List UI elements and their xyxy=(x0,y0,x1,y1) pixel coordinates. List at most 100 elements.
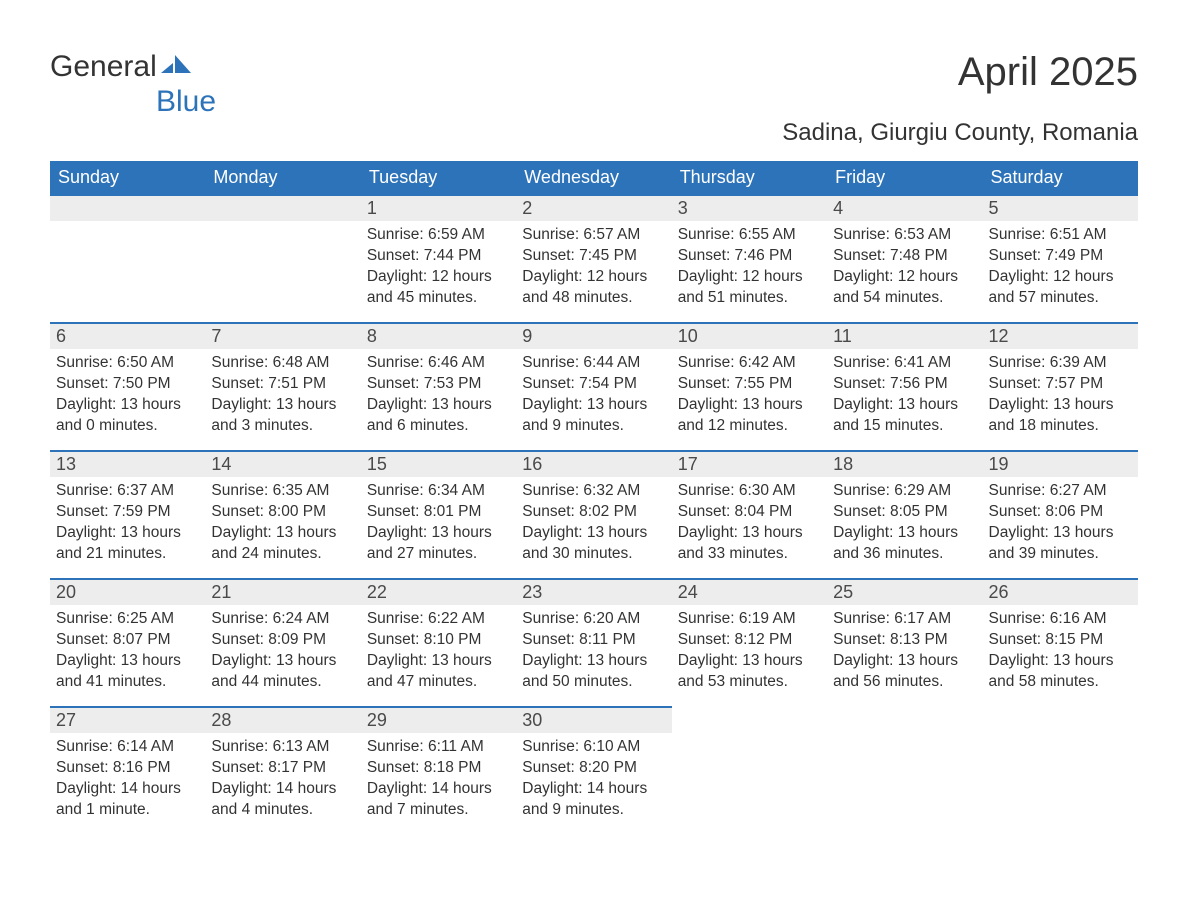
day-number: 23 xyxy=(516,580,671,605)
sunrise-text: Sunrise: 6:13 AM xyxy=(211,737,354,758)
daylight-text: Daylight: 12 hours and 45 minutes. xyxy=(367,267,510,309)
daylight-text: Daylight: 13 hours and 24 minutes. xyxy=(211,523,354,565)
sunset-text: Sunset: 8:16 PM xyxy=(56,758,199,779)
day-body: Sunrise: 6:29 AMSunset: 8:05 PMDaylight:… xyxy=(827,477,982,575)
sunrise-text: Sunrise: 6:46 AM xyxy=(367,353,510,374)
day-body-empty xyxy=(672,731,827,811)
calendar-cell: 18Sunrise: 6:29 AMSunset: 8:05 PMDayligh… xyxy=(827,450,982,578)
calendar-cell: 29Sunrise: 6:11 AMSunset: 8:18 PMDayligh… xyxy=(361,706,516,834)
sunrise-text: Sunrise: 6:16 AM xyxy=(989,609,1132,630)
sunset-text: Sunset: 7:48 PM xyxy=(833,246,976,267)
sunset-text: Sunset: 8:09 PM xyxy=(211,630,354,651)
day-body: Sunrise: 6:25 AMSunset: 8:07 PMDaylight:… xyxy=(50,605,205,703)
sunset-text: Sunset: 8:11 PM xyxy=(522,630,665,651)
day-number: 30 xyxy=(516,708,671,733)
sunset-text: Sunset: 7:59 PM xyxy=(56,502,199,523)
day-number: 14 xyxy=(205,452,360,477)
calendar-cell xyxy=(205,194,360,322)
day-number: 27 xyxy=(50,708,205,733)
day-body-empty xyxy=(50,221,205,301)
daylight-text: Daylight: 13 hours and 50 minutes. xyxy=(522,651,665,693)
sunrise-text: Sunrise: 6:17 AM xyxy=(833,609,976,630)
logo: General xyxy=(50,50,191,84)
calendar-cell: 17Sunrise: 6:30 AMSunset: 8:04 PMDayligh… xyxy=(672,450,827,578)
logo-word-1: General xyxy=(50,50,157,84)
daylight-text: Daylight: 12 hours and 57 minutes. xyxy=(989,267,1132,309)
sunset-text: Sunset: 7:45 PM xyxy=(522,246,665,267)
sunset-text: Sunset: 7:55 PM xyxy=(678,374,821,395)
calendar-cell: 30Sunrise: 6:10 AMSunset: 8:20 PMDayligh… xyxy=(516,706,671,834)
sunset-text: Sunset: 7:49 PM xyxy=(989,246,1132,267)
daylight-text: Daylight: 13 hours and 36 minutes. xyxy=(833,523,976,565)
calendar-week: 6Sunrise: 6:50 AMSunset: 7:50 PMDaylight… xyxy=(50,322,1138,450)
sunset-text: Sunset: 8:06 PM xyxy=(989,502,1132,523)
day-header: Sunday xyxy=(50,161,205,194)
sunset-text: Sunset: 8:05 PM xyxy=(833,502,976,523)
day-number: 19 xyxy=(983,452,1138,477)
daylight-text: Daylight: 14 hours and 1 minute. xyxy=(56,779,199,821)
day-body: Sunrise: 6:50 AMSunset: 7:50 PMDaylight:… xyxy=(50,349,205,447)
sunrise-text: Sunrise: 6:22 AM xyxy=(367,609,510,630)
sunrise-text: Sunrise: 6:27 AM xyxy=(989,481,1132,502)
calendar-cell: 6Sunrise: 6:50 AMSunset: 7:50 PMDaylight… xyxy=(50,322,205,450)
daylight-text: Daylight: 13 hours and 6 minutes. xyxy=(367,395,510,437)
sunset-text: Sunset: 8:02 PM xyxy=(522,502,665,523)
day-number: 26 xyxy=(983,580,1138,605)
sunset-text: Sunset: 8:13 PM xyxy=(833,630,976,651)
calendar-cell: 7Sunrise: 6:48 AMSunset: 7:51 PMDaylight… xyxy=(205,322,360,450)
calendar-cell: 16Sunrise: 6:32 AMSunset: 8:02 PMDayligh… xyxy=(516,450,671,578)
day-body: Sunrise: 6:22 AMSunset: 8:10 PMDaylight:… xyxy=(361,605,516,703)
sunset-text: Sunset: 7:56 PM xyxy=(833,374,976,395)
calendar-cell: 15Sunrise: 6:34 AMSunset: 8:01 PMDayligh… xyxy=(361,450,516,578)
calendar-cell: 12 Sunrise: 6:39 AMSunset: 7:57 PMDayligh… xyxy=(983,322,1138,450)
day-number-empty xyxy=(672,706,827,731)
calendar-cell: 13Sunrise: 6:37 AMSunset: 7:59 PMDayligh… xyxy=(50,450,205,578)
daylight-text: Daylight: 13 hours and 15 minutes. xyxy=(833,395,976,437)
daylight-text: Daylight: 13 hours and 3 minutes. xyxy=(211,395,354,437)
sunrise-text: Sunrise: 6:55 AM xyxy=(678,225,821,246)
calendar-cell: 8Sunrise: 6:46 AMSunset: 7:53 PMDaylight… xyxy=(361,322,516,450)
day-number: 15 xyxy=(361,452,516,477)
day-number: 20 xyxy=(50,580,205,605)
day-body: Sunrise: 6:53 AMSunset: 7:48 PMDaylight:… xyxy=(827,221,982,319)
day-body: Sunrise: 6:19 AMSunset: 8:12 PMDaylight:… xyxy=(672,605,827,703)
day-body: Sunrise: 6:10 AMSunset: 8:20 PMDaylight:… xyxy=(516,733,671,831)
daylight-text: Daylight: 13 hours and 53 minutes. xyxy=(678,651,821,693)
day-body: Sunrise: 6:55 AMSunset: 7:46 PMDaylight:… xyxy=(672,221,827,319)
day-number: 3 xyxy=(672,196,827,221)
day-number: 12 xyxy=(983,324,1138,349)
sunrise-text: Sunrise: 6:11 AM xyxy=(367,737,510,758)
day-number: 13 xyxy=(50,452,205,477)
day-number: 16 xyxy=(516,452,671,477)
sunrise-text: Sunrise: 6:53 AM xyxy=(833,225,976,246)
day-number: 18 xyxy=(827,452,982,477)
day-number: 29 xyxy=(361,708,516,733)
day-number: 8 xyxy=(361,324,516,349)
sunrise-text: Sunrise: 6:50 AM xyxy=(56,353,199,374)
sunrise-text: Sunrise: 6:10 AM xyxy=(522,737,665,758)
day-number: 21 xyxy=(205,580,360,605)
day-body: Sunrise: 6:14 AMSunset: 8:16 PMDaylight:… xyxy=(50,733,205,831)
daylight-text: Daylight: 13 hours and 18 minutes. xyxy=(989,395,1132,437)
sunrise-text: Sunrise: 6:48 AM xyxy=(211,353,354,374)
daylight-text: Daylight: 13 hours and 44 minutes. xyxy=(211,651,354,693)
day-body: Sunrise: 6:32 AMSunset: 8:02 PMDaylight:… xyxy=(516,477,671,575)
calendar-head: SundayMondayTuesdayWednesdayThursdayFrid… xyxy=(50,161,1138,194)
calendar-table: SundayMondayTuesdayWednesdayThursdayFrid… xyxy=(50,161,1138,834)
sunrise-text: Sunrise: 6:25 AM xyxy=(56,609,199,630)
daylight-text: Daylight: 13 hours and 0 minutes. xyxy=(56,395,199,437)
day-body-empty xyxy=(205,221,360,301)
sunrise-text: Sunrise: 6:51 AM xyxy=(989,225,1132,246)
day-body: Sunrise: 6:20 AMSunset: 8:11 PMDaylight:… xyxy=(516,605,671,703)
calendar-cell: 19Sunrise: 6:27 AMSunset: 8:06 PMDayligh… xyxy=(983,450,1138,578)
day-body: Sunrise: 6:48 AMSunset: 7:51 PMDaylight:… xyxy=(205,349,360,447)
sunrise-text: Sunrise: 6:39 AM xyxy=(989,353,1132,374)
daylight-text: Daylight: 13 hours and 30 minutes. xyxy=(522,523,665,565)
daylight-text: Daylight: 13 hours and 21 minutes. xyxy=(56,523,199,565)
calendar-cell: 10Sunrise: 6:42 AMSunset: 7:55 PMDayligh… xyxy=(672,322,827,450)
calendar-cell xyxy=(672,706,827,834)
calendar-week: 13Sunrise: 6:37 AMSunset: 7:59 PMDayligh… xyxy=(50,450,1138,578)
sunset-text: Sunset: 7:57 PM xyxy=(989,374,1132,395)
day-body: Sunrise: 6:17 AMSunset: 8:13 PMDaylight:… xyxy=(827,605,982,703)
day-number: 2 xyxy=(516,196,671,221)
